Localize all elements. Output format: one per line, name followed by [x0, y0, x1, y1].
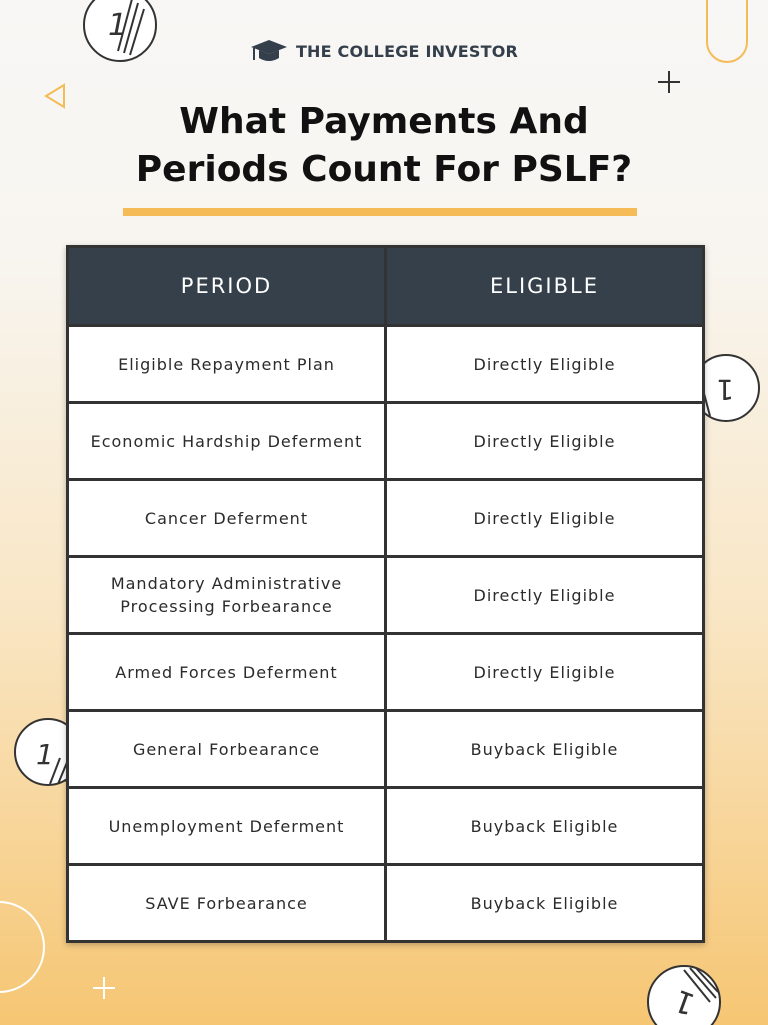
cell-eligible: Directly Eligible — [384, 481, 702, 555]
table-header: PERIOD ELIGIBLE — [69, 248, 702, 324]
table-body: Eligible Repayment Plan Directly Eligible… — [69, 324, 702, 940]
table-row: Eligible Repayment Plan Directly Eligible — [69, 324, 702, 401]
header-period: PERIOD — [180, 273, 273, 298]
table-row: Cancer Deferment Directly Eligible — [69, 478, 702, 555]
pill-shape-icon — [706, 0, 748, 63]
cell-period: Mandatory Administrative Processing Forb… — [110, 574, 343, 616]
cell-period: Eligible Repayment Plan — [118, 354, 335, 374]
cell-period: SAVE Forbearance — [145, 893, 308, 913]
table-row: Economic Hardship Deferment Directly Elig… — [69, 401, 702, 478]
brand-name: THE COLLEGE INVESTOR — [295, 41, 519, 61]
title-line-2: Periods Count For PSLF? — [135, 149, 633, 190]
cell-period: Armed Forces Deferment — [115, 662, 338, 682]
cell-eligible: Directly Eligible — [384, 558, 702, 632]
graduation-cap-icon — [250, 40, 287, 61]
svg-text:1: 1 — [716, 373, 734, 406]
coin-icon: 1 — [647, 965, 721, 1025]
cell-eligible: Directly Eligible — [384, 327, 702, 401]
brand-logo: THE COLLEGE INVESTOR — [0, 38, 768, 64]
svg-text:1: 1 — [36, 738, 54, 771]
table-row: Mandatory Administrative Processing Forb… — [69, 555, 702, 632]
page-title: What Payments And Periods Count For PSLF… — [20, 98, 748, 194]
table-row: General Forbearance Buyback Eligible — [69, 709, 702, 786]
cell-eligible: Directly Eligible — [384, 635, 702, 709]
header-eligible: ELIGIBLE — [384, 248, 702, 324]
cell-period: Economic Hardship Deferment — [90, 431, 363, 451]
triangle-icon — [44, 83, 65, 109]
cell-period: General Forbearance — [132, 739, 321, 759]
cell-eligible: Buyback Eligible — [384, 789, 702, 863]
plus-icon — [93, 977, 115, 999]
coin-icon: 1 — [83, 0, 157, 62]
cell-eligible: Buyback Eligible — [384, 866, 702, 940]
table-row: Unemployment Deferment Buyback Eligible — [69, 786, 702, 863]
table-row: SAVE Forbearance Buyback Eligible — [69, 863, 702, 940]
cell-period: Cancer Deferment — [144, 508, 309, 528]
pslf-table: PERIOD ELIGIBLE Eligible Repayment Plan D… — [66, 245, 705, 943]
title-line-1: What Payments And — [179, 101, 589, 142]
table-row: Armed Forces Deferment Directly Eligible — [69, 632, 702, 709]
cell-period: Unemployment Deferment — [108, 816, 345, 836]
cell-eligible: Buyback Eligible — [384, 712, 702, 786]
plus-icon — [658, 71, 680, 93]
cell-eligible: Directly Eligible — [384, 404, 702, 478]
title-underline — [123, 208, 637, 216]
circle-outline-icon — [0, 901, 45, 993]
